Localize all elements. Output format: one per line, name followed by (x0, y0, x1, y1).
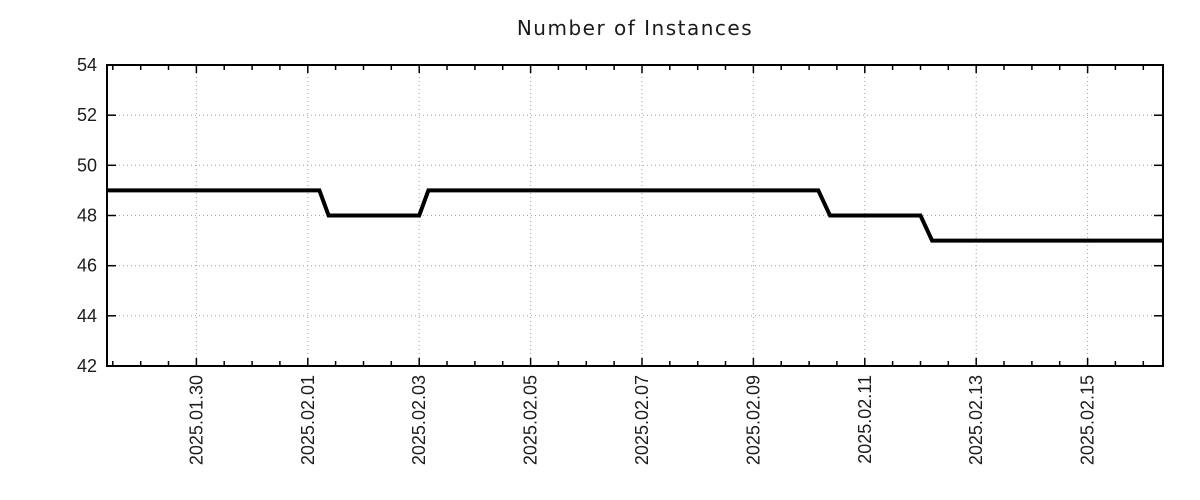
chart-title: Number of Instances (516, 16, 754, 40)
y-tick-label: 42 (77, 356, 97, 376)
x-tick-label: 2025.02.07 (632, 375, 652, 465)
x-tick-label: 2025.02.03 (409, 375, 429, 465)
y-tick-label: 50 (77, 155, 97, 175)
y-tick-label: 48 (77, 206, 97, 226)
x-tick-label: 2025.02.05 (521, 375, 541, 465)
x-tick-label: 2025.01.30 (186, 375, 206, 465)
y-tick-label: 52 (77, 105, 97, 125)
x-tick-label: 2025.02.15 (1078, 375, 1098, 465)
y-tick-label: 44 (77, 306, 97, 326)
y-tick-label: 46 (77, 256, 97, 276)
x-tick-label: 2025.02.11 (855, 375, 875, 464)
x-tick-label: 2025.02.09 (743, 375, 763, 465)
x-tick-label: 2025.02.01 (298, 375, 318, 465)
x-tick-label: 2025.02.13 (966, 375, 986, 465)
plot-border (106, 64, 1164, 367)
data-line-instances (107, 188, 1163, 243)
y-tick-label: 54 (77, 55, 97, 75)
